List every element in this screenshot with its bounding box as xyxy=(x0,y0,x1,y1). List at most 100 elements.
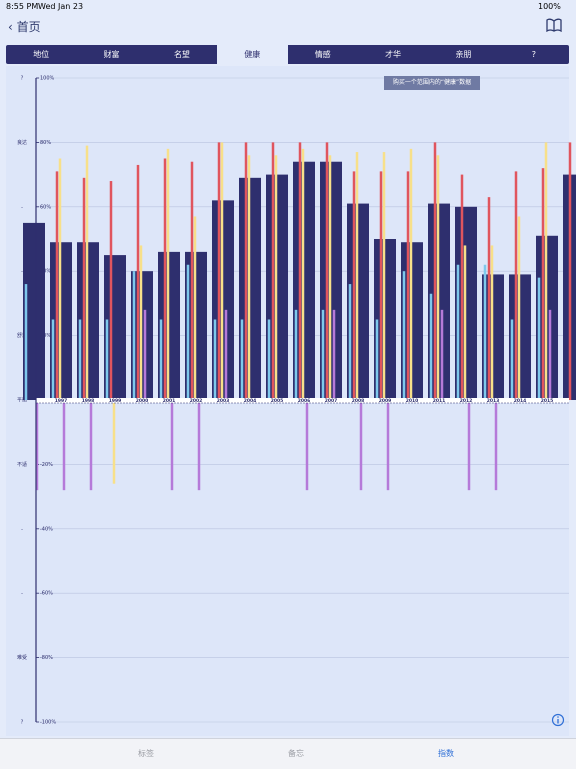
bar xyxy=(429,293,433,400)
bar xyxy=(544,142,548,400)
bar xyxy=(55,171,59,400)
y-level-label: 良达 xyxy=(17,139,27,146)
y-level-label: ? xyxy=(21,76,24,82)
bar xyxy=(305,400,309,491)
battery: 100% xyxy=(538,2,561,11)
tab[interactable]: 名望 xyxy=(173,50,190,59)
bar xyxy=(294,309,298,400)
book-icon[interactable] xyxy=(546,18,562,32)
y-tick-label: -20% xyxy=(40,462,53,468)
tab[interactable]: 情感 xyxy=(314,50,331,59)
back-button[interactable]: ‹ 首页 xyxy=(8,20,41,34)
bar xyxy=(213,319,217,400)
bar xyxy=(483,264,487,400)
bar xyxy=(382,152,386,400)
bar xyxy=(274,155,278,400)
y-level-label: - xyxy=(21,526,23,532)
bar xyxy=(568,142,572,400)
y-tick-label: 60% xyxy=(40,204,51,210)
x-tick-label: 2011 xyxy=(433,398,446,404)
bar xyxy=(402,271,406,400)
bar xyxy=(58,158,62,400)
bar xyxy=(109,181,113,400)
y-level-label: - xyxy=(21,591,23,597)
bar xyxy=(143,309,147,400)
bar xyxy=(89,400,93,491)
bar xyxy=(136,164,140,400)
bar xyxy=(409,148,413,400)
x-tick-label: 1999 xyxy=(109,398,122,404)
back-label: 首页 xyxy=(16,20,41,34)
x-tick-label: 2007 xyxy=(325,398,338,404)
tab[interactable]: 才华 xyxy=(385,50,402,59)
bar xyxy=(112,400,116,484)
x-tick-label: 2014 xyxy=(514,398,527,404)
x-tick-label: 2006 xyxy=(298,398,311,404)
bar xyxy=(132,271,136,400)
bar xyxy=(456,264,460,400)
info-icon[interactable] xyxy=(551,713,565,727)
y-level-label: - xyxy=(21,204,23,210)
x-tick-label: 1997 xyxy=(55,398,68,404)
tooltip[interactable]: 购买一个范围内的“健康”数据 xyxy=(384,76,480,90)
nav-bar: ‹ 首页 xyxy=(0,12,576,42)
x-tick-label: 2002 xyxy=(190,398,203,404)
tab-bar-item[interactable]: 标签 xyxy=(138,749,154,758)
y-tick-label: 80% xyxy=(40,140,51,146)
bar xyxy=(321,309,325,400)
bar xyxy=(352,171,356,400)
bar xyxy=(244,142,248,400)
bar xyxy=(82,177,86,400)
tab[interactable]: ? xyxy=(531,50,536,59)
bar xyxy=(494,400,498,491)
tab-bar: 标签 备忘 指数 xyxy=(0,738,576,769)
bar xyxy=(517,216,521,400)
bar xyxy=(332,309,336,400)
bar xyxy=(301,148,305,400)
x-tick-label: 2008 xyxy=(352,398,365,404)
x-tick-label: 2004 xyxy=(244,398,257,404)
bar xyxy=(197,400,201,491)
bar xyxy=(433,142,437,400)
x-tick-label: 2005 xyxy=(271,398,284,404)
bar xyxy=(267,319,271,400)
bar xyxy=(436,155,440,400)
bar xyxy=(104,255,126,400)
tab-bar-item[interactable]: 备忘 xyxy=(288,749,304,758)
bar xyxy=(298,142,302,400)
bar xyxy=(240,319,244,400)
bar xyxy=(220,142,224,400)
bar xyxy=(190,161,194,400)
bar xyxy=(440,309,444,400)
bar xyxy=(271,142,275,400)
y-tick-label: -100% xyxy=(40,720,56,726)
bar xyxy=(359,400,363,491)
time: 8:55 PM xyxy=(6,2,39,11)
tab[interactable]: 健康 xyxy=(217,45,288,64)
y-level-label: ? xyxy=(21,720,24,726)
y-level-label: 不适 xyxy=(17,461,27,468)
bar xyxy=(159,319,163,400)
tab[interactable]: 亲朋 xyxy=(455,50,472,59)
bar xyxy=(463,245,467,400)
x-axis-strip xyxy=(36,398,569,403)
bar xyxy=(62,400,66,491)
date: Wed Jan 23 xyxy=(38,2,84,11)
x-tick-label: 2013 xyxy=(487,398,500,404)
tab-bar-item[interactable]: 指数 xyxy=(438,749,454,758)
bar xyxy=(386,400,390,491)
tab[interactable]: 财富 xyxy=(103,50,120,59)
bar xyxy=(85,145,89,400)
bar xyxy=(355,152,359,400)
bar xyxy=(375,319,379,400)
bar xyxy=(548,309,552,400)
x-tick-label: 2000 xyxy=(136,398,149,404)
bar xyxy=(379,171,383,400)
y-level-label: 难受 xyxy=(17,654,27,661)
bar xyxy=(224,309,228,400)
bar xyxy=(51,319,55,400)
bar xyxy=(487,197,491,400)
bar xyxy=(186,264,190,400)
tab[interactable]: 地位 xyxy=(33,50,50,59)
